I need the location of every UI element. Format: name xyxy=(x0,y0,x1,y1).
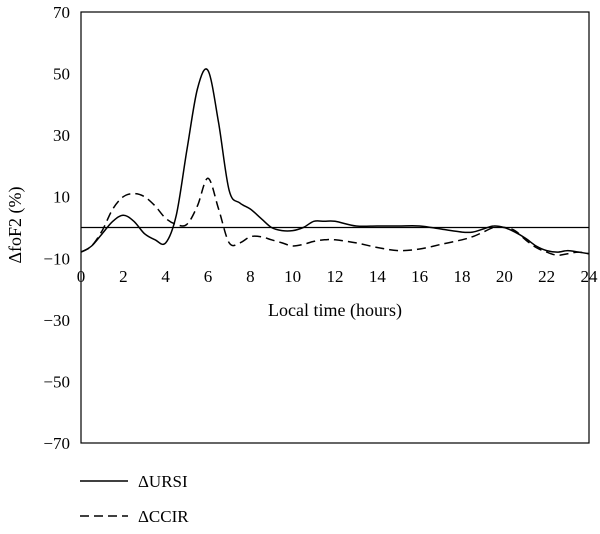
x-axis-title: Local time (hours) xyxy=(268,300,402,321)
legend-label: ΔURSI xyxy=(138,472,188,491)
y-tick-label: 10 xyxy=(53,188,70,207)
y-tick-label: −10 xyxy=(43,249,70,268)
y-tick-label: 50 xyxy=(53,65,70,84)
x-tick-label: 16 xyxy=(411,267,428,286)
y-tick-label: 70 xyxy=(53,3,70,22)
y-tick-label: 30 xyxy=(53,126,70,145)
x-tick-label: 24 xyxy=(581,267,599,286)
y-tick-label: −50 xyxy=(43,372,70,391)
x-tick-label: 18 xyxy=(454,267,471,286)
legend: ΔURSI ΔCCIR xyxy=(80,472,189,526)
x-tick-label: 12 xyxy=(327,267,344,286)
x-tick-label: 4 xyxy=(161,267,170,286)
x-tick-label: 8 xyxy=(246,267,255,286)
x-tick-label: 0 xyxy=(77,267,86,286)
x-tick-label: 10 xyxy=(284,267,301,286)
x-tick-label: 6 xyxy=(204,267,213,286)
x-tick-label: 2 xyxy=(119,267,128,286)
series-line-ccir xyxy=(80,177,590,256)
y-tick-label: −70 xyxy=(43,434,70,453)
series-line-ursi xyxy=(80,68,590,255)
legend-label: ΔCCIR xyxy=(138,507,189,526)
y-tick-label: −30 xyxy=(43,311,70,330)
x-tick-label: 20 xyxy=(496,267,513,286)
y-axis-title: ΔfoF2 (%) xyxy=(5,186,26,263)
y-axis: 70 50 30 10 −10 −30 −50 −70 xyxy=(43,3,70,453)
series-lines xyxy=(80,68,590,256)
x-tick-label: 22 xyxy=(538,267,555,286)
x-axis: 0 2 4 6 8 10 12 14 16 18 20 22 24 xyxy=(77,267,598,286)
x-tick-label: 14 xyxy=(369,267,387,286)
